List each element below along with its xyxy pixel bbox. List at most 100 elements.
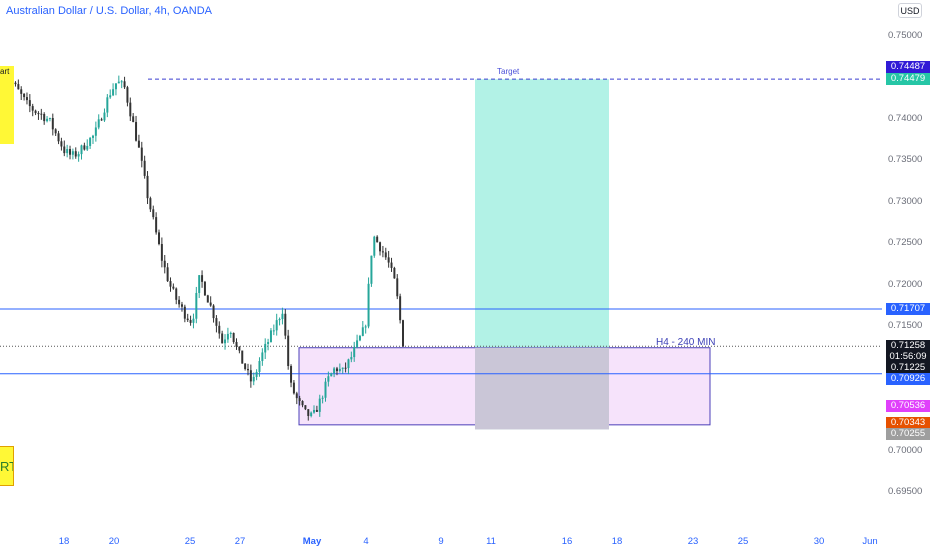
zones-layer [298,79,711,430]
candle-body [137,140,140,148]
candle-body [189,320,192,323]
candle-body [132,116,135,123]
candle-body [364,326,367,328]
x-tick-label: 25 [737,536,749,547]
candle-body [129,102,132,117]
candle-body [203,281,206,296]
candle-body [20,89,23,94]
candle-body [324,381,327,398]
candle-body [206,295,209,303]
y-tick-label: 0.70000 [888,444,923,456]
x-tick-label: 16 [561,536,573,547]
candle-body [80,145,83,155]
y-tick-label: 0.72000 [888,278,923,290]
x-tick-label: Jun [862,536,878,547]
candle-body [347,359,350,369]
x-tick-label: 27 [234,536,246,547]
candle-body [295,393,298,399]
currency-button[interactable]: USD [898,3,922,18]
candle-body [180,304,183,307]
candle-body [25,97,28,101]
y-tick-label: 0.69500 [888,486,923,497]
candle-body [229,332,232,334]
candle-body [74,151,77,157]
candle-body [57,133,60,142]
candle-body [350,357,353,360]
price-badge: 0.70536 [886,400,930,412]
candle-body [178,299,181,305]
candle-body [175,288,178,300]
left-yellow-box [0,66,14,144]
candle-body [318,398,321,412]
candle-body [195,292,198,319]
lines-layer [0,78,882,375]
y-tick-label: 0.75000 [888,30,923,41]
candle-body [387,257,390,263]
candle-body [201,275,204,282]
candle-body [123,81,126,88]
price-badge: 01:56:09 [886,351,930,363]
candle-body [373,236,376,256]
candle-body [267,342,270,344]
candle-body [330,373,333,377]
candle-body [221,333,224,344]
candle-body [333,368,336,374]
candle-body [172,286,175,289]
price-badge: 0.70343 [886,417,930,429]
candle-body [103,112,106,121]
chart-title: Australian Dollar / U.S. Dollar, 4h, OAN… [6,5,213,17]
candle-body [158,232,161,245]
candle-body [146,175,149,199]
candle-body [402,320,404,347]
candle-body [226,333,229,340]
x-tick-label: 11 [486,536,496,547]
zone-label: H4 - 240 MIN [656,337,716,348]
candle-body [114,83,117,90]
candle-body [23,93,26,98]
candle-body [399,296,402,321]
candle-body [287,335,290,366]
candle-body [120,81,123,83]
candle-body [232,332,235,342]
candle-body [69,149,72,155]
candle-body [126,87,129,103]
x-tick-label: 20 [108,536,120,547]
candle-body [163,260,166,268]
candle-body [367,283,370,327]
candle-body [192,318,195,323]
candle-body [310,412,313,416]
price-badge: 0.70926 [886,373,930,385]
candle-body [51,118,54,130]
x-tick-label: 9 [438,536,444,547]
candle-body [376,236,379,243]
candle-body [298,398,301,401]
y-tick-label: 0.73500 [888,154,923,166]
candle-body [361,327,364,336]
candle-body [390,262,393,268]
candle-body [77,154,80,157]
zone-overlap [475,347,609,430]
candle-body [91,135,94,138]
candle-body [94,127,97,136]
x-tick-label: 23 [687,536,699,547]
candle-body [264,343,267,353]
left-bottom-box: RT [0,446,14,486]
price-badge: 0.71258 [886,340,930,352]
candle-body [255,371,258,377]
candle-body [140,147,143,161]
candle-body [209,302,212,306]
candle-body [301,400,304,406]
candle-body [48,118,51,120]
candle-body [71,151,74,155]
x-tick-label: 25 [184,536,196,547]
candle-body [149,198,152,210]
candle-body [160,244,163,261]
candle-body [241,350,244,364]
candle-body [40,113,43,115]
candle-body [327,376,330,382]
candle-body [235,341,238,347]
candle-body [109,95,112,98]
candle-body [278,319,281,321]
candle-body [54,129,57,134]
